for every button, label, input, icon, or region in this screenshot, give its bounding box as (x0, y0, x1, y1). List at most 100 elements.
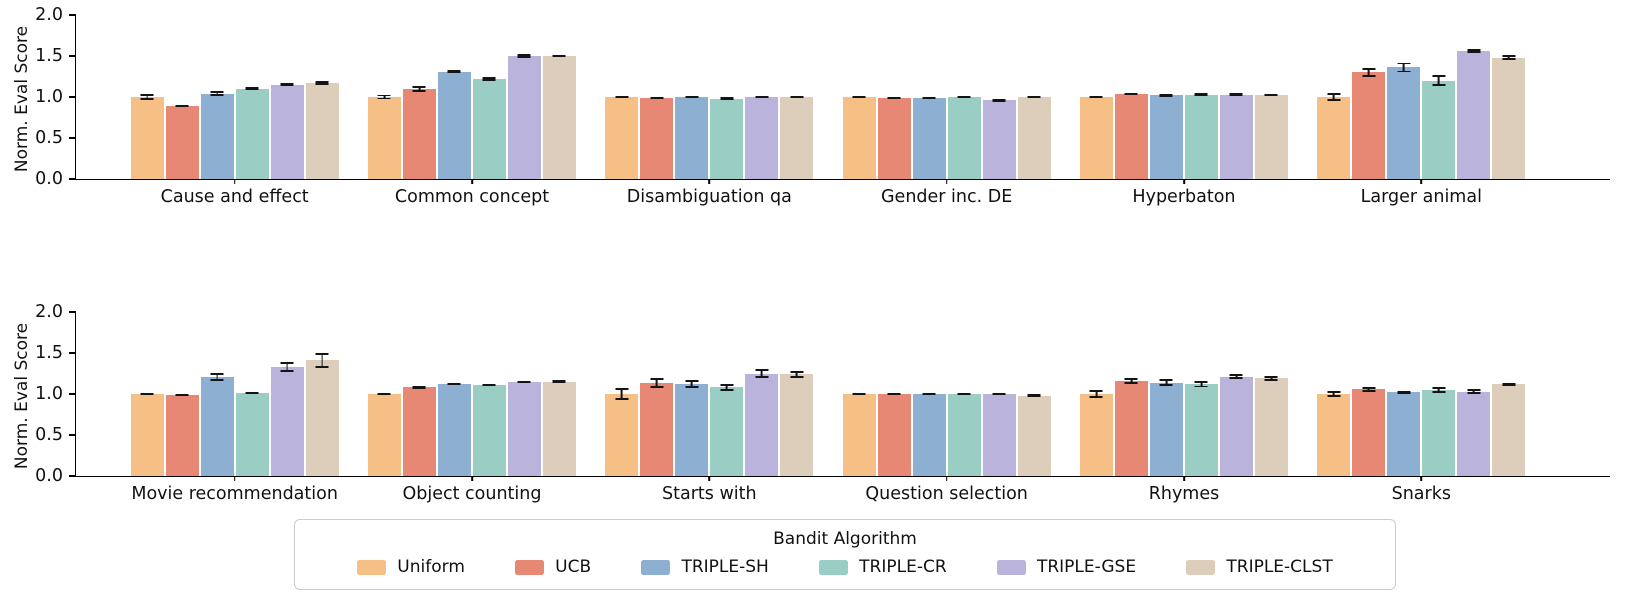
bar-triple-cr (710, 384, 744, 476)
x-tick-label: Common concept (394, 187, 550, 207)
y-tick-mark (69, 96, 76, 98)
error-bar-cap (412, 386, 426, 389)
error-bar-cap (1159, 94, 1173, 97)
error-bar (1327, 390, 1341, 398)
error-bar (175, 393, 189, 396)
y-tick-mark (69, 475, 76, 477)
bar-triple-sh (1149, 379, 1183, 476)
error-bar-cap (650, 386, 664, 389)
error-bar-cap (1467, 49, 1481, 52)
bar-uniform (130, 392, 164, 476)
bar-triple-cr (1422, 74, 1456, 179)
error-bar-cap (922, 97, 936, 100)
error-bar-cap (140, 93, 154, 96)
error-bar-cap (1502, 55, 1516, 58)
error-bar-cap (615, 96, 629, 99)
error-bar (447, 69, 461, 74)
error-bar-cap (957, 96, 971, 99)
error-bar-cap (447, 69, 461, 72)
error-bar (315, 353, 329, 368)
y-tick-label: 0.0 (35, 168, 63, 189)
error-bar-cap (552, 55, 566, 58)
bar-ucb (1114, 92, 1148, 179)
error-bar (1467, 49, 1481, 53)
category-group-larger-animal: Larger animal (1303, 16, 1540, 207)
error-bar-line (286, 362, 289, 372)
x-tick-mark (471, 179, 473, 184)
legend-label: TRIPLE-GSE (1036, 557, 1137, 577)
error-bar-cap (1124, 92, 1138, 95)
error-bar (720, 97, 734, 100)
x-tick-label: Disambiguation qa (626, 187, 792, 207)
error-bar-cap (992, 393, 1006, 396)
error-bar-cap (447, 71, 461, 74)
error-bar (1159, 379, 1173, 386)
error-bar-line (1095, 389, 1098, 399)
error-bar-line (383, 94, 386, 100)
error-bar (210, 372, 224, 381)
x-tick-mark (1183, 179, 1185, 184)
error-bar (140, 93, 154, 101)
y-tick-mark (69, 393, 76, 395)
bar-ucb (402, 386, 436, 476)
bars (1079, 16, 1288, 179)
error-bar (650, 96, 664, 100)
bar-uniform (130, 93, 164, 179)
bar-triple-clst (305, 81, 339, 179)
error-bar (1397, 62, 1411, 73)
bar-triple-sh (912, 96, 946, 179)
x-tick-mark (945, 476, 948, 481)
error-bar-cap (1089, 96, 1103, 99)
bar-uniform (605, 95, 639, 179)
error-bar-cap (1432, 386, 1446, 389)
bar-triple-gse (745, 369, 779, 476)
error-bar-line (690, 380, 693, 389)
error-bar-cap (1194, 93, 1208, 96)
error-bar-line (1235, 374, 1238, 380)
error-bar-line (1270, 375, 1273, 381)
y-tick-mark (69, 14, 76, 16)
error-bar-line (1165, 379, 1168, 386)
error-bar-cap (790, 375, 804, 378)
bar-triple-clst (1492, 382, 1526, 476)
error-bar-cap (245, 87, 259, 90)
error-bar (1502, 382, 1516, 386)
error-bar (790, 371, 804, 378)
error-bar-cap (377, 97, 391, 100)
category-group-common-concept: Common concept (353, 16, 590, 207)
error-bar-cap (1397, 62, 1411, 65)
y-tick-label: 2.0 (35, 4, 63, 25)
error-bar-cap (1159, 383, 1173, 386)
bar-triple-gse (507, 54, 541, 179)
error-bar (685, 95, 699, 99)
bars (605, 16, 814, 179)
error-bar-cap (1229, 377, 1243, 380)
error-bar-cap (1362, 389, 1376, 392)
error-bar-line (725, 384, 728, 391)
error-bar-cap (1502, 382, 1516, 385)
y-axis-label: Norm. Eval Score (12, 322, 32, 470)
legend-label: TRIPLE-SH (681, 557, 769, 577)
error-bar-cap (887, 393, 901, 396)
bar-triple-clst (1254, 375, 1288, 476)
error-bar-cap (1027, 95, 1041, 98)
error-bar (992, 99, 1006, 102)
legend-swatch-icon (1186, 559, 1216, 575)
bar-triple-clst (305, 353, 339, 476)
error-bar (280, 362, 294, 372)
error-bar-cap (140, 98, 154, 101)
error-bar (685, 380, 699, 389)
y-axis-label: Norm. Eval Score (12, 25, 32, 173)
error-bar-cap (1089, 396, 1103, 399)
bar-triple-clst (780, 371, 814, 476)
bar-triple-gse (270, 83, 304, 179)
legend-swatch-icon (357, 559, 387, 575)
error-bar-cap (377, 94, 391, 97)
legend-items: Uniform UCB TRIPLE-SH TRIPLE-CR TRIPLE-GSE TR… (307, 557, 1383, 577)
category-group-rhymes: Rhymes (1065, 313, 1302, 504)
error-bar-cap (1397, 392, 1411, 395)
error-bar (315, 81, 329, 86)
error-bar-cap (650, 378, 664, 381)
bar-triple-cr (1184, 93, 1218, 179)
category-group-hyperbaton: Hyperbaton (1065, 16, 1302, 207)
